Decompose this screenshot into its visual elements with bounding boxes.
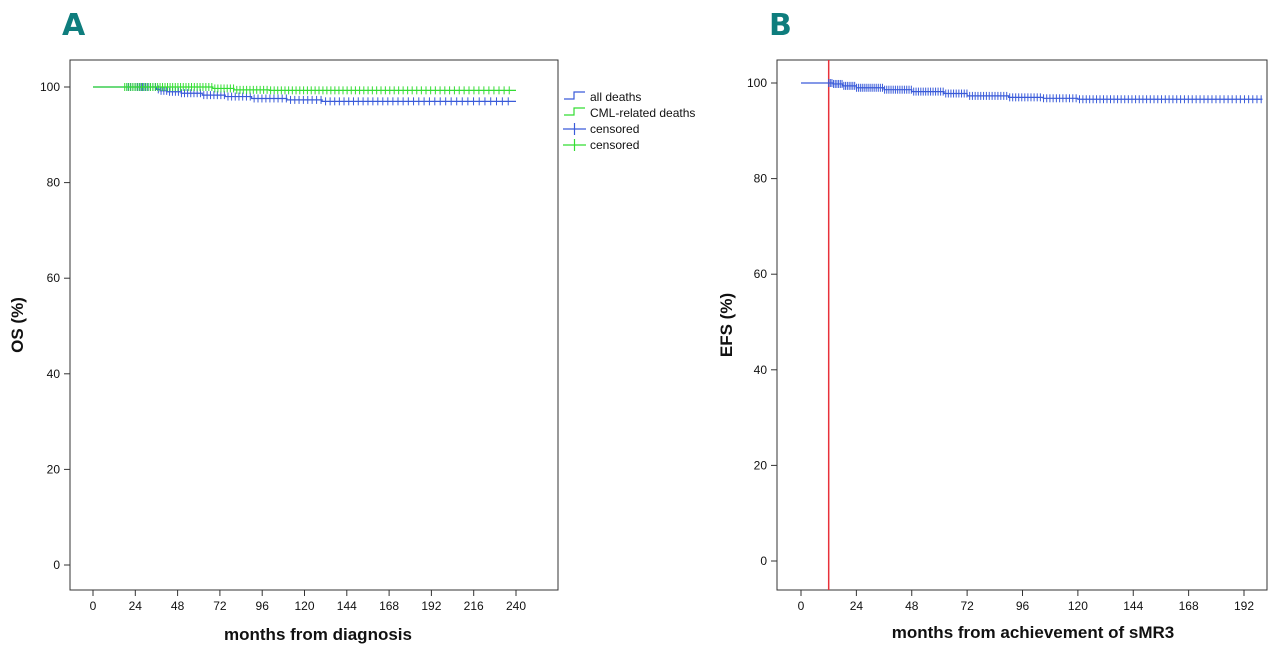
x-tick-label-b: 168 <box>1179 599 1199 613</box>
x-tick-label-b: 72 <box>960 599 974 613</box>
x-tick-label-a: 192 <box>421 599 441 613</box>
x-tick-label-b: 120 <box>1068 599 1088 613</box>
x-tick-label-b: 144 <box>1123 599 1143 613</box>
y-tick-label-a: 60 <box>47 271 61 285</box>
y-tick-label-b: 0 <box>760 554 767 568</box>
y-tick-label-b: 60 <box>754 267 768 281</box>
km-curve-a-0 <box>93 86 516 102</box>
x-tick-label-a: 72 <box>213 599 227 613</box>
chart-panel-a: 0 24 48 72 96 120 144 168 192 216 240020406080100 … <box>8 59 695 644</box>
y-tick-label-a: 100 <box>40 80 60 94</box>
y-tick-label-b: 20 <box>754 458 768 472</box>
legend-label: censored <box>590 138 639 152</box>
x-tick-label-a: 48 <box>171 599 185 613</box>
y-tick-label-b: 80 <box>754 172 768 186</box>
x-tick-label-a: 240 <box>506 599 526 613</box>
y-axis-title-b: EFS (%) <box>717 293 736 357</box>
x-tick-label-b: 96 <box>1016 599 1030 613</box>
panel-letter-b: B <box>769 8 792 43</box>
y-axis-title-a: OS (%) <box>8 297 27 353</box>
legend-label: CML-related deaths <box>590 106 695 120</box>
y-tick-label-b: 40 <box>754 363 768 377</box>
y-tick-label-a: 0 <box>53 558 60 572</box>
plot-area-a <box>69 59 559 591</box>
y-tick-label-a: 40 <box>47 367 61 381</box>
x-tick-label-a: 120 <box>294 599 314 613</box>
x-axis-title-b: months from achievement of sMR3 <box>892 623 1174 642</box>
legend-label: censored <box>590 122 639 136</box>
x-tick-label-a: 24 <box>129 599 143 613</box>
plot-area-b <box>776 59 1268 591</box>
x-tick-label-b: 48 <box>905 599 919 613</box>
x-tick-label-a: 144 <box>337 599 357 613</box>
x-tick-label-a: 0 <box>90 599 97 613</box>
legend-a: all deaths CML-related deaths censored cens… <box>563 90 695 152</box>
y-tick-label-b: 100 <box>747 76 767 90</box>
legend-swatch <box>564 91 585 100</box>
x-tick-label-b: 24 <box>850 599 864 613</box>
chart-panel-b: 0 24 48 72 96 120 144 168 192 0 20 40 60 80 100 months… <box>717 59 1268 642</box>
x-tick-label-a: 96 <box>256 599 270 613</box>
x-tick-label-a: 168 <box>379 599 399 613</box>
legend-label: all deaths <box>590 90 641 104</box>
x-axis-title-a: months from diagnosis <box>224 625 412 644</box>
y-tick-label-a: 80 <box>47 176 61 190</box>
x-tick-label-a: 216 <box>464 599 484 613</box>
x-tick-label-b: 192 <box>1234 599 1254 613</box>
x-tick-label-b: 0 <box>798 599 805 613</box>
panel-letter-a: A <box>62 8 86 43</box>
legend-swatch <box>564 107 585 116</box>
y-tick-label-a: 20 <box>47 462 61 476</box>
